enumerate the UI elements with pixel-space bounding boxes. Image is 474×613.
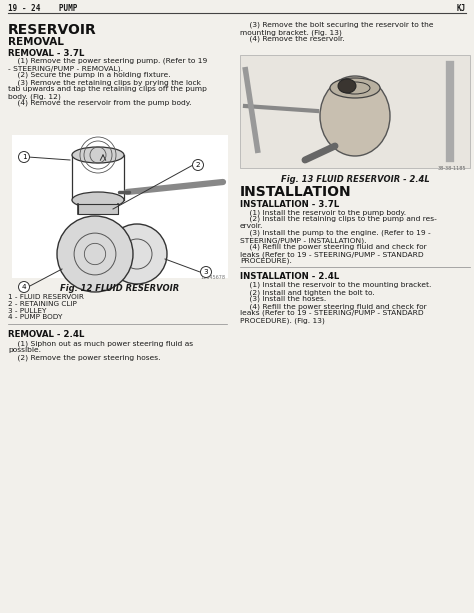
Text: (1) Siphon out as much power steering fluid as: (1) Siphon out as much power steering fl… — [8, 340, 193, 347]
Text: STEERING/PUMP - INSTALLATION).: STEERING/PUMP - INSTALLATION). — [240, 237, 366, 243]
Text: possible.: possible. — [8, 347, 41, 353]
Text: (2) Install and tighten the bolt to.: (2) Install and tighten the bolt to. — [240, 289, 375, 295]
Text: INSTALLATION: INSTALLATION — [240, 185, 352, 199]
Text: 1: 1 — [22, 154, 27, 160]
Text: 19 - 24    PUMP: 19 - 24 PUMP — [8, 4, 77, 13]
FancyBboxPatch shape — [240, 55, 470, 168]
Text: PROCEDURE). (Fig. 13): PROCEDURE). (Fig. 13) — [240, 317, 325, 324]
Text: mounting bracket. (Fig. 13): mounting bracket. (Fig. 13) — [240, 29, 342, 36]
Text: (2) Install the retaining clips to the pump and res-: (2) Install the retaining clips to the p… — [240, 216, 437, 223]
Text: REMOVAL - 2.4L: REMOVAL - 2.4L — [8, 330, 84, 339]
Text: (2) Secure the pump in a holding fixture.: (2) Secure the pump in a holding fixture… — [8, 72, 171, 78]
Text: 1 - FLUID RESERVOIR: 1 - FLUID RESERVOIR — [8, 294, 84, 300]
Text: PROCEDURE).: PROCEDURE). — [240, 258, 292, 264]
Text: (3) Install the pump to the engine. (Refer to 19 -: (3) Install the pump to the engine. (Ref… — [240, 230, 431, 237]
Text: (1) Install the reservoir to the mounting bracket.: (1) Install the reservoir to the mountin… — [240, 282, 431, 289]
Circle shape — [192, 159, 203, 170]
Circle shape — [107, 224, 167, 284]
Text: RESERVOIR: RESERVOIR — [8, 23, 97, 37]
Text: (2) Remove the power steering hoses.: (2) Remove the power steering hoses. — [8, 354, 161, 360]
Text: ervoir.: ervoir. — [240, 223, 264, 229]
Text: (4) Refill the power steering fluid and check for: (4) Refill the power steering fluid and … — [240, 244, 427, 251]
Text: (1) Install the reservoir to the pump body.: (1) Install the reservoir to the pump bo… — [240, 209, 406, 216]
Text: (1) Remove the power steering pump. (Refer to 19: (1) Remove the power steering pump. (Ref… — [8, 58, 207, 64]
Text: 3 - PULLEY: 3 - PULLEY — [8, 308, 46, 314]
Text: body. (Fig. 12): body. (Fig. 12) — [8, 93, 61, 99]
Text: INSTALLATION - 3.7L: INSTALLATION - 3.7L — [240, 200, 339, 209]
Text: (4) Remove the reservoir from the pump body.: (4) Remove the reservoir from the pump b… — [8, 100, 191, 107]
Text: REMOVAL - 3.7L: REMOVAL - 3.7L — [8, 49, 84, 58]
Circle shape — [57, 216, 133, 292]
Circle shape — [201, 267, 211, 278]
Text: (4) Remove the reservoir.: (4) Remove the reservoir. — [240, 36, 345, 42]
Text: 2: 2 — [196, 162, 201, 168]
Circle shape — [18, 281, 29, 292]
Text: 12345678: 12345678 — [200, 275, 225, 280]
Ellipse shape — [338, 79, 356, 93]
Text: - STEERING/PUMP - REMOVAL).: - STEERING/PUMP - REMOVAL). — [8, 65, 123, 72]
Text: REMOVAL: REMOVAL — [8, 37, 64, 47]
Text: 4 - PUMP BODY: 4 - PUMP BODY — [8, 314, 63, 321]
Ellipse shape — [330, 78, 380, 98]
Text: KJ: KJ — [457, 4, 466, 13]
Text: 4: 4 — [22, 284, 27, 290]
Ellipse shape — [320, 76, 390, 156]
Text: (3) Remove the bolt securing the reservoir to the: (3) Remove the bolt securing the reservo… — [240, 22, 434, 28]
Text: tab upwards and tap the retaining clips off the pump: tab upwards and tap the retaining clips … — [8, 86, 207, 92]
Text: (3) Remove the retaining clips by prying the lock: (3) Remove the retaining clips by prying… — [8, 79, 201, 85]
Circle shape — [18, 151, 29, 162]
Text: leaks (Refer to 19 - STEERING/PUMP - STANDARD: leaks (Refer to 19 - STEERING/PUMP - STA… — [240, 310, 424, 316]
Text: Fig. 12 FLUID RESERVOIR: Fig. 12 FLUID RESERVOIR — [60, 284, 180, 293]
Text: (4) Refill the power steering fluid and check for: (4) Refill the power steering fluid and … — [240, 303, 427, 310]
Text: (3) Install the hoses.: (3) Install the hoses. — [240, 296, 326, 302]
Text: Fig. 13 FLUID RESERVOIR - 2.4L: Fig. 13 FLUID RESERVOIR - 2.4L — [281, 175, 429, 184]
FancyBboxPatch shape — [78, 204, 118, 214]
FancyBboxPatch shape — [12, 135, 228, 278]
Text: 38-38-1185: 38-38-1185 — [438, 166, 466, 171]
Text: INSTALLATION - 2.4L: INSTALLATION - 2.4L — [240, 272, 339, 281]
Text: leaks (Refer to 19 - STEERING/PUMP - STANDARD: leaks (Refer to 19 - STEERING/PUMP - STA… — [240, 251, 424, 257]
Ellipse shape — [72, 147, 124, 163]
Ellipse shape — [72, 192, 124, 208]
Text: 2 - RETAINING CLIP: 2 - RETAINING CLIP — [8, 301, 77, 306]
Text: 3: 3 — [204, 269, 208, 275]
